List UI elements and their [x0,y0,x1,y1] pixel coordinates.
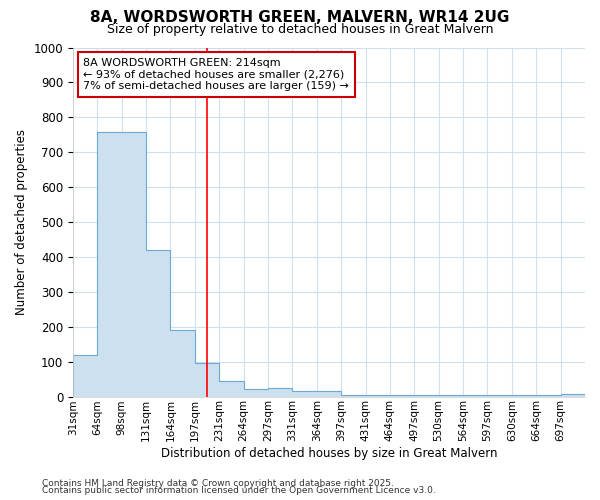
Y-axis label: Number of detached properties: Number of detached properties [15,129,28,315]
X-axis label: Distribution of detached houses by size in Great Malvern: Distribution of detached houses by size … [161,447,497,460]
Text: 8A WORDSWORTH GREEN: 214sqm
← 93% of detached houses are smaller (2,276)
7% of s: 8A WORDSWORTH GREEN: 214sqm ← 93% of det… [83,58,349,91]
Text: Contains HM Land Registry data © Crown copyright and database right 2025.: Contains HM Land Registry data © Crown c… [42,478,394,488]
Text: 8A, WORDSWORTH GREEN, MALVERN, WR14 2UG: 8A, WORDSWORTH GREEN, MALVERN, WR14 2UG [91,10,509,25]
Text: Size of property relative to detached houses in Great Malvern: Size of property relative to detached ho… [107,22,493,36]
Text: Contains public sector information licensed under the Open Government Licence v3: Contains public sector information licen… [42,486,436,495]
